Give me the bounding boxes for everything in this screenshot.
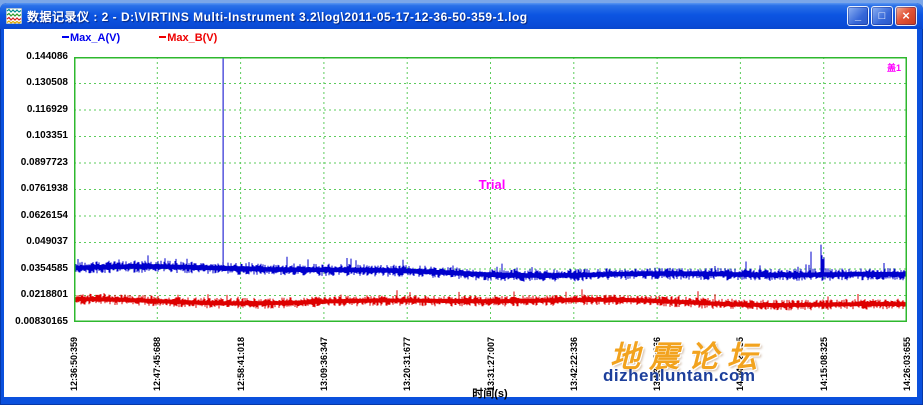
y-tick-label: 0.144086 bbox=[26, 50, 68, 62]
legend-item-max-b: Max_B(V) bbox=[159, 32, 217, 44]
y-tick-label: 0.0626154 bbox=[20, 209, 68, 221]
chart-legend: Max_A(V) Max_B(V) bbox=[62, 32, 253, 44]
watermark-url: dizhenluntan.com bbox=[603, 366, 756, 385]
x-tick-label: 12:47:45:688 bbox=[152, 336, 163, 391]
y-tick-label: 0.0897723 bbox=[20, 156, 68, 168]
maximize-button[interactable]: □ bbox=[871, 6, 893, 26]
data-logger-window: 数据记录仪 : 2 - D:\VIRTINS Multi-Instrument … bbox=[0, 3, 923, 405]
y-tick-label: 0.0218801 bbox=[20, 289, 68, 300]
window-controls: _ □ × bbox=[847, 6, 917, 26]
x-tick-label: 13:31:27:007 bbox=[485, 336, 496, 391]
x-axis-title: 时间(s) bbox=[472, 388, 508, 400]
window-title: 数据记录仪 : 2 - D:\VIRTINS Multi-Instrument … bbox=[27, 9, 528, 24]
client-area: Max_A(V) Max_B(V) 0.144086 0.130508 0.1169… bbox=[4, 29, 917, 400]
series-a-line-marker bbox=[62, 36, 69, 38]
watermark-forum-name: 地震论坛 bbox=[610, 341, 766, 374]
y-tick-label: 0.103351 bbox=[26, 130, 68, 141]
app-icon[interactable] bbox=[5, 7, 23, 25]
y-tick-label: 0.049037 bbox=[26, 236, 68, 247]
x-tick-label: 13:42:22:336 bbox=[568, 336, 579, 391]
y-tick-label: 0.130508 bbox=[26, 77, 68, 88]
title-bar[interactable]: 数据记录仪 : 2 - D:\VIRTINS Multi-Instrument … bbox=[0, 3, 923, 29]
series-b-line-marker bbox=[159, 36, 167, 38]
x-tick-label: 14:26:03:655 bbox=[902, 336, 912, 391]
y-tick-label: 0.0761938 bbox=[20, 183, 68, 194]
corner-marker-icon: 盖1 bbox=[887, 62, 901, 73]
minimize-button[interactable]: _ bbox=[847, 6, 869, 26]
y-axis-labels: 0.144086 0.130508 0.116929 0.103351 0.089772… bbox=[4, 29, 71, 329]
close-button[interactable]: × bbox=[895, 6, 917, 26]
x-tick-label: 12:58:41:018 bbox=[235, 336, 246, 391]
legend-item-max-a: Max_A(V) bbox=[62, 32, 120, 44]
legend-label-max-b: Max_B(V) bbox=[167, 32, 218, 44]
legend-label-max-a: Max_A(V) bbox=[70, 32, 121, 44]
trial-annotation: Trial bbox=[479, 177, 506, 192]
x-tick-label: 13:09:36:347 bbox=[318, 336, 329, 391]
x-tick-label: 12:36:50:359 bbox=[69, 336, 79, 391]
x-tick-label: 14:15:08:325 bbox=[818, 336, 829, 391]
y-tick-label: 0.0354585 bbox=[20, 262, 68, 274]
x-tick-label: 13:20:31:677 bbox=[402, 336, 413, 391]
y-tick-label: 0.116929 bbox=[26, 103, 68, 115]
y-tick-label: 0.00830165 bbox=[15, 315, 68, 327]
chart-plot-area: Trial 盖1 bbox=[74, 57, 907, 322]
